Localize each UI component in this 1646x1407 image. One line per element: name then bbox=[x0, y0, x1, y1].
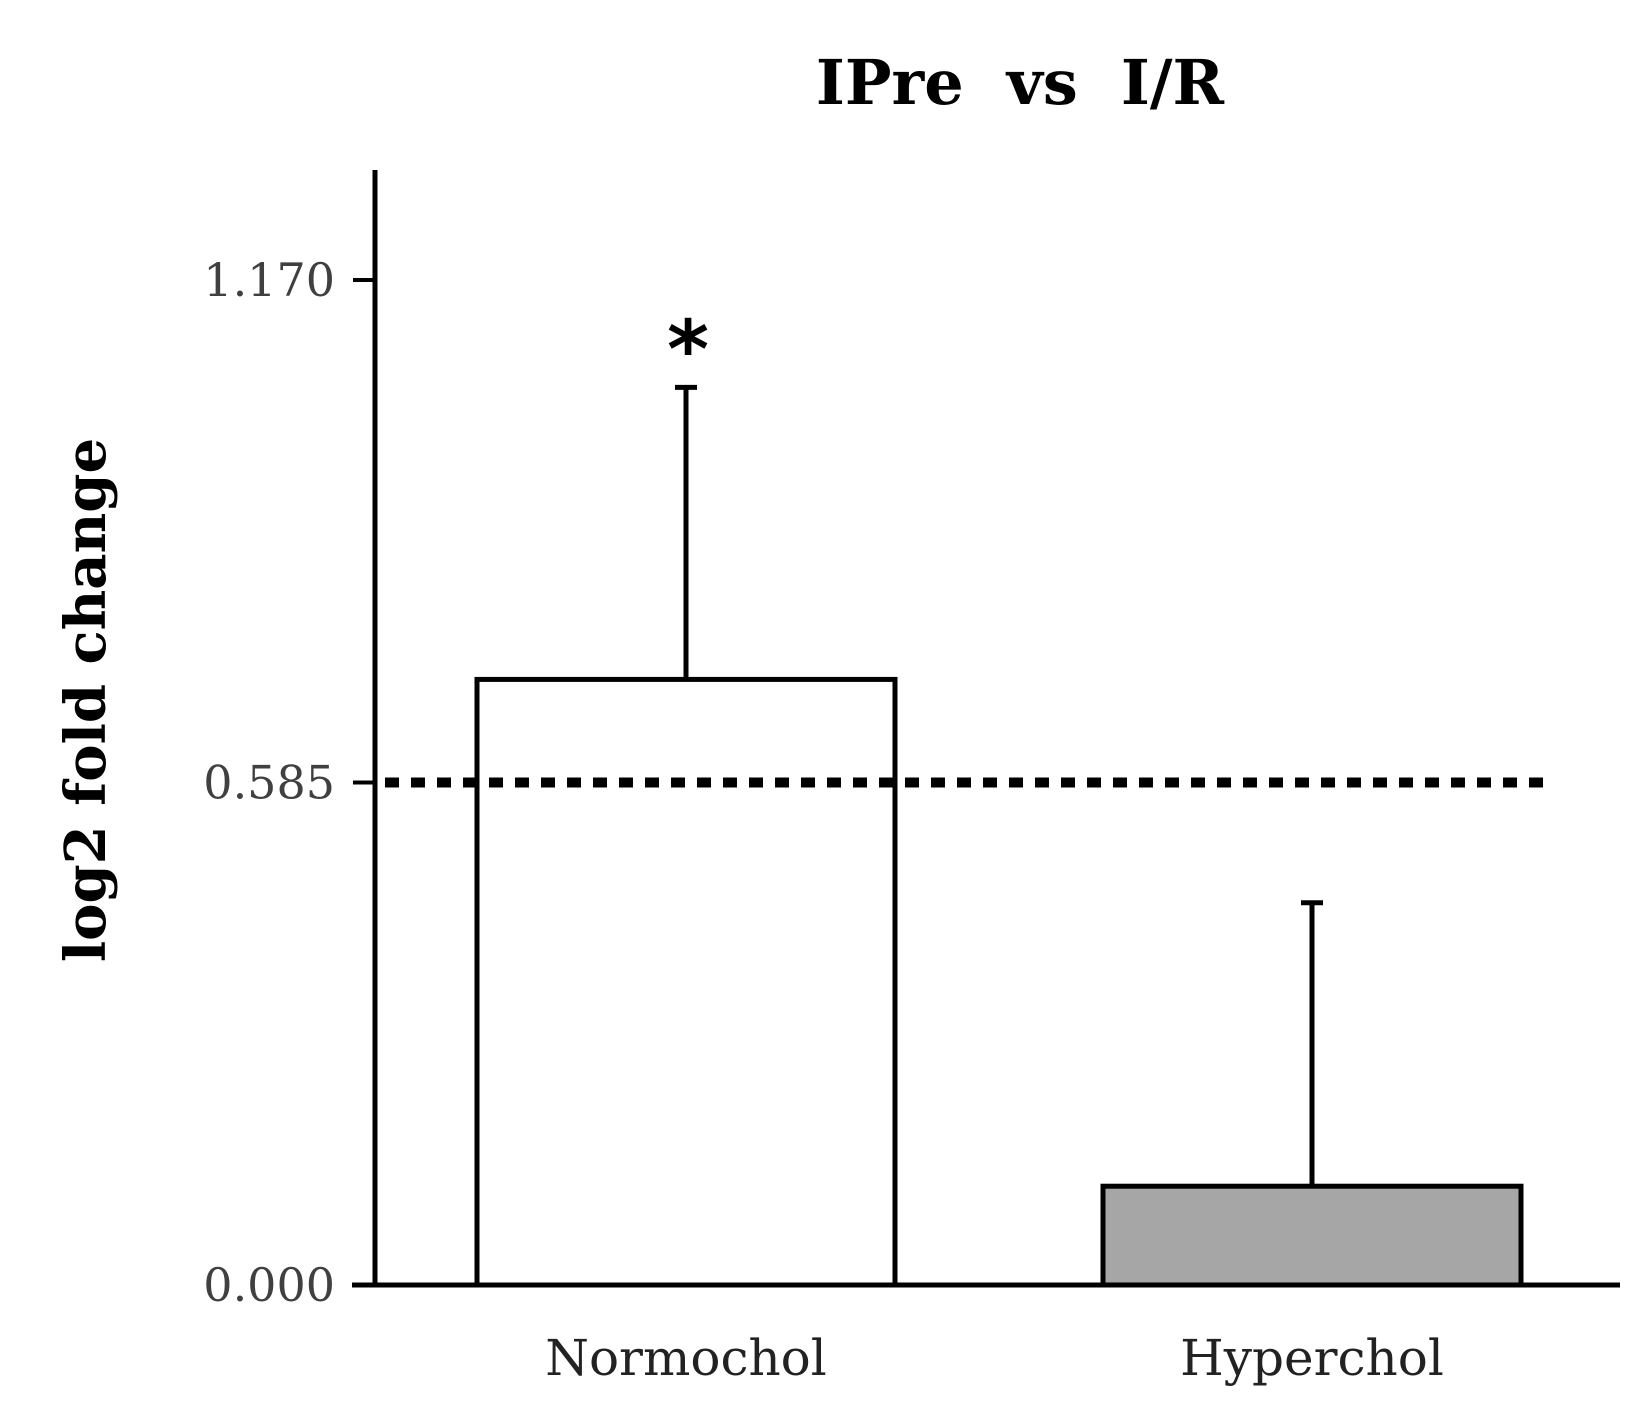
bar bbox=[474, 676, 898, 1288]
y-tick-label: 0.000 bbox=[203, 1258, 335, 1312]
plot-area: 0.000 0.585 1.170 * Normochol Hyperchol bbox=[203, 170, 1620, 1387]
significance-marker: * bbox=[667, 303, 709, 396]
y-tick-label: 0.585 bbox=[203, 756, 335, 810]
y-tick-label: 1.170 bbox=[203, 253, 335, 307]
chart-title: IPre vs I/R bbox=[816, 46, 1225, 119]
y-axis-label: log2 fold change bbox=[53, 438, 119, 962]
x-category-label: Normochol bbox=[545, 1329, 827, 1387]
bar bbox=[1100, 1183, 1524, 1288]
x-category-label: Hyperchol bbox=[1180, 1329, 1444, 1387]
